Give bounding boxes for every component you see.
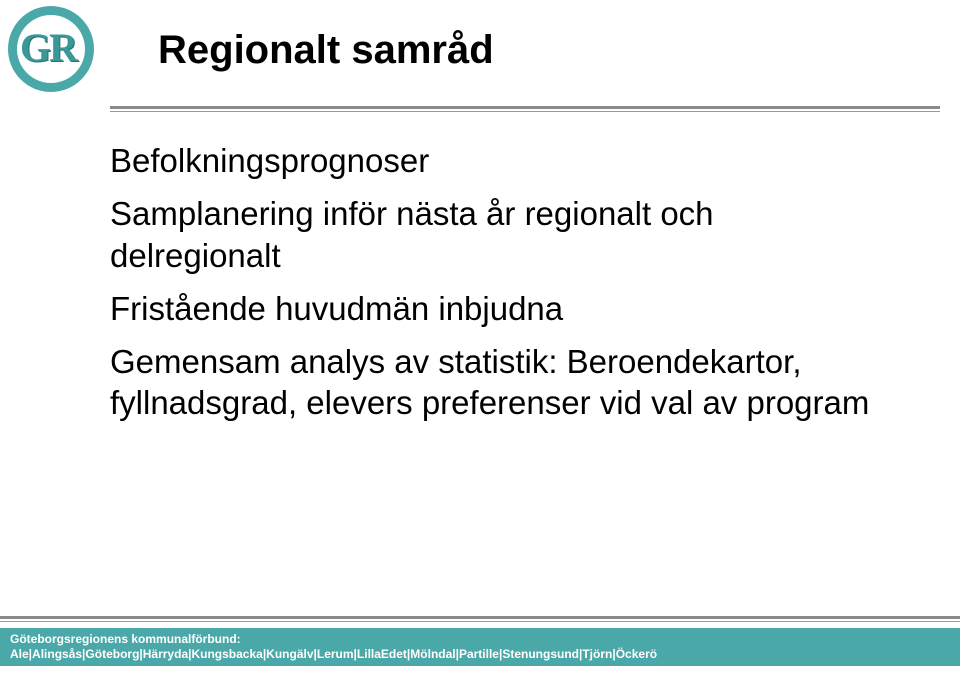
footer-text-line2: Ale|Alingsås|Göteborg|Härryda|Kungsbacka…	[10, 647, 950, 661]
logo-text: GR	[20, 24, 76, 71]
bullet-item: Fristående huvudmän inbjudna	[110, 288, 880, 329]
title-divider	[110, 106, 940, 112]
bullet-item: Gemensam analys av statistik: Beroendeka…	[110, 341, 880, 424]
footer-fill: Göteborgsregionens kommunalförbund: Ale|…	[0, 628, 960, 666]
footer-divider-thick	[0, 616, 960, 619]
footer-divider-thin	[0, 621, 960, 622]
body-content: Befolkningsprognoser Samplanering inför …	[110, 140, 880, 436]
footer-band: Göteborgsregionens kommunalförbund: Ale|…	[0, 616, 960, 666]
divider-thin	[110, 111, 940, 112]
logo: GR	[8, 6, 96, 94]
footer-text-line1: Göteborgsregionens kommunalförbund:	[10, 632, 950, 646]
page-title: Regionalt samråd	[158, 28, 494, 73]
bullet-item: Samplanering inför nästa år regionalt oc…	[110, 193, 880, 276]
divider-thick	[110, 106, 940, 109]
bullet-item: Befolkningsprognoser	[110, 140, 880, 181]
